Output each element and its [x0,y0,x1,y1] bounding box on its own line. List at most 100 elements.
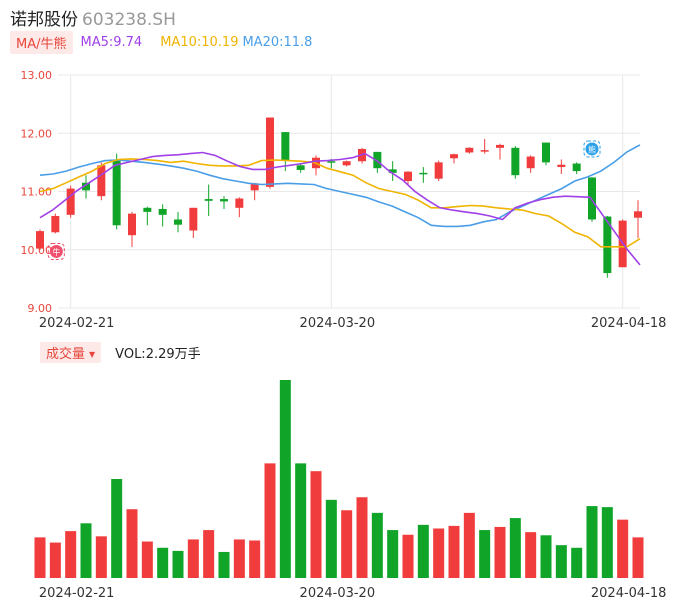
candle-body [450,154,458,159]
candle-body [204,199,213,201]
volume-bar [233,539,245,578]
ma20-value: MA20:11.8 [242,34,313,50]
volume-bar [264,463,276,578]
volume-bar [387,530,399,578]
ma10-value: MA10:10.19 [160,34,239,50]
y-tick-label: 11.00 [21,186,53,199]
volume-bar [80,523,92,578]
volume-bar [203,530,215,578]
candle-body [511,147,520,176]
candle-body [143,207,152,212]
candle-body [174,219,182,225]
candle-body [373,151,382,169]
candle-body [327,161,336,163]
candle-body [128,213,136,236]
ma-toggle-button[interactable]: MA/牛熊 [10,30,73,54]
volume-bar [187,539,199,578]
volume-indicator-dropdown[interactable]: 成交量 ▼ [40,341,102,363]
volume-bar [586,506,598,578]
candle-body [634,211,642,218]
y-tick-label: 9.00 [28,302,53,315]
volume-bar [601,507,613,578]
candle-body [342,161,351,166]
volume-bars [34,380,644,578]
candle-body [66,188,75,215]
price-grid [58,74,640,309]
candle-body [557,164,566,168]
candle-body [496,144,504,148]
volume-bar [65,531,77,578]
y-tick-label: 12.00 [21,127,53,140]
candle-body [82,182,90,191]
x-tick-label: 2024-03-20 [300,586,376,601]
candle-body [404,171,412,182]
volume-bar [540,535,552,578]
candle-body [235,198,244,208]
volume-bar [249,540,261,578]
candle-body [189,207,198,231]
candle-body [542,142,550,163]
volume-bar [111,479,123,578]
volume-bar [325,499,337,578]
volume-date-axis-labels: 2024-02-21 2024-03-20 2024-04-18 [39,586,667,601]
bull-marker-icon-label: 牛 [52,247,60,257]
volume-bar [95,536,107,578]
ma-legend: MA/牛熊 MA5:9.74 MA10:10.19 MA20:11.8 [10,30,312,54]
stock-code: 603238.SH [82,10,176,30]
volume-indicator-label: 成交量 [46,346,86,362]
volume-bar [141,541,153,578]
volume-bar [632,537,644,578]
bear-marker-icon-label: 熊 [588,144,596,154]
volume-bar [448,525,460,578]
bear-marker-icon [585,142,599,156]
volume-bar [172,550,184,578]
candle-body [388,169,397,173]
volume-bar [463,512,475,578]
volume-bar [310,471,322,578]
candle-body [112,159,121,226]
candle-body [158,208,167,215]
y-tick-label: 13.00 [21,69,53,82]
candle-body [526,156,535,169]
moving-average-lines [39,144,641,266]
candle-body [296,165,305,170]
volume-bar [126,509,138,578]
date-axis-labels: 2024-02-21 2024-03-20 2024-04-18 [39,316,667,331]
candle-body [419,172,428,175]
bull-marker-icon-frame [47,242,65,260]
volume-bar [295,463,307,578]
volume-value: VOL:2.29万手 [115,346,201,362]
y-tick-label: 10.00 [21,244,53,257]
candle-body [266,117,274,187]
volume-bar [509,518,521,578]
candle-body [434,162,443,179]
volume-bar [417,524,429,578]
stock-title: 诺邦股份 603238.SH [10,5,176,30]
candle-body [281,132,290,161]
bull-marker-icon [49,244,63,258]
x-tick-label: 2024-04-18 [591,586,667,601]
volume-bar [49,542,61,578]
bull-bear-markers[interactable]: 牛熊 [47,140,601,260]
x-tick-label: 2024-02-21 [39,586,115,601]
candle-body [603,216,612,274]
price-axis-labels: 13.00 12.00 11.00 10.00 9.00 [21,69,53,315]
volume-bar [371,512,383,578]
bear-marker-icon-frame [583,140,601,158]
volume-bar [218,551,230,578]
stock-name: 诺邦股份 [10,10,78,30]
volume-bar [157,547,169,578]
volume-bar [341,510,353,578]
candle-body [36,231,44,249]
volume-bar [402,534,414,578]
volume-bar [433,528,445,578]
candle-body [51,215,60,233]
candle-body [250,183,259,191]
candle-body [220,199,228,202]
candle-body [588,177,596,220]
volume-bar [555,545,567,578]
x-tick-label: 2024-04-18 [591,316,667,331]
dropdown-arrow-icon: ▼ [89,349,96,359]
candle-body [97,165,106,197]
